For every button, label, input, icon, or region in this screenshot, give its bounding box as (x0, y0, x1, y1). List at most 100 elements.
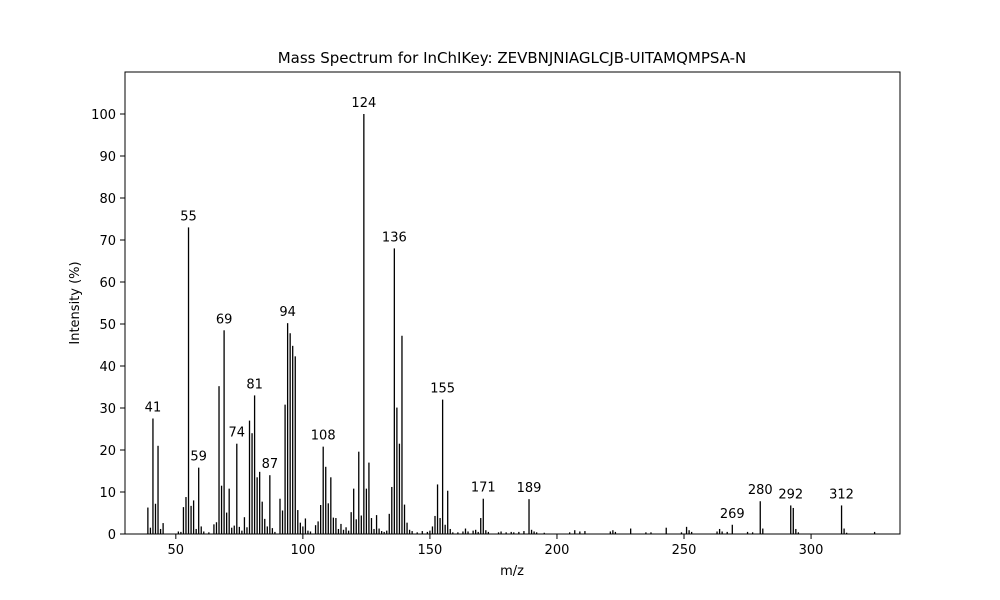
peak-bar-mz-153 (436, 484, 439, 534)
peak-bar-mz-139 (401, 335, 403, 534)
peak-bar-mz-158 (449, 528, 451, 534)
peak-bar-mz-69 (223, 330, 225, 534)
peak-bar-mz-295 (797, 532, 800, 534)
peak-bar-mz-147 (421, 531, 423, 534)
peak-bar-mz-98 (297, 510, 299, 534)
peak-bar-mz-253 (690, 531, 693, 534)
peak-bar-mz-109 (325, 466, 327, 534)
peak-bar-mz-66 (215, 522, 218, 534)
peak-bar-mz-151 (431, 526, 434, 534)
peak-bar-mz-78 (246, 527, 248, 534)
peak-label-87: 87 (262, 457, 279, 472)
peak-bar-mz-74 (236, 443, 238, 534)
peak-bar-mz-39 (147, 507, 149, 534)
y-tick-label: 30 (99, 402, 116, 417)
peak-bar-mz-161 (457, 532, 459, 534)
x-tick-label: 300 (799, 543, 824, 558)
peak-label-81: 81 (246, 377, 263, 392)
peak-bar-mz-312 (840, 505, 843, 534)
x-tick-label: 250 (672, 543, 697, 558)
peak-bar-mz-72 (231, 527, 233, 534)
peak-bar-mz-235 (645, 532, 647, 534)
peak-bar-mz-157 (447, 490, 449, 534)
y-tick-label: 60 (99, 276, 116, 291)
peak-bar-mz-85 (264, 518, 266, 534)
peak-bar-mz-275 (746, 531, 749, 534)
x-axis-ticks: 50 100 150 200 250 300 (168, 534, 824, 558)
peak-bar-mz-86 (266, 526, 268, 534)
peak-bar-mz-97 (294, 356, 296, 534)
peak-bar-mz-177 (497, 532, 500, 534)
peak-bar-mz-99 (299, 522, 301, 534)
chart-title: Mass Spectrum for InChIKey: ZEVBNJNIAGLC… (278, 49, 747, 67)
peak-bar-mz-80 (251, 433, 253, 534)
peak-bar-mz-123 (360, 515, 362, 534)
peak-label-155: 155 (430, 382, 455, 397)
peak-bar-mz-65 (213, 524, 215, 534)
peak-bar-mz-83 (259, 471, 261, 534)
peak-bar-mz-53 (182, 507, 185, 534)
y-tick-label: 20 (99, 444, 116, 459)
y-tick-label: 90 (99, 150, 116, 165)
peak-bar-mz-44 (159, 528, 162, 534)
peak-bars (147, 114, 876, 534)
peak-bar-mz-79 (248, 420, 251, 534)
peak-bar-mz-93 (284, 404, 286, 534)
peak-bar-mz-243 (665, 527, 667, 534)
y-tick-label: 80 (99, 192, 116, 207)
peak-bar-mz-205 (569, 532, 571, 534)
peak-bar-mz-165 (467, 531, 469, 534)
peak-bar-mz-150 (429, 530, 431, 534)
peak-bar-mz-229 (630, 528, 632, 534)
peak-bar-mz-294 (795, 528, 797, 534)
peak-bar-mz-178 (500, 531, 502, 534)
peak-bar-mz-189 (528, 499, 530, 534)
x-tick-label: 50 (168, 543, 185, 558)
peak-bar-mz-221 (609, 531, 611, 534)
peak-bar-mz-170 (480, 518, 482, 534)
peak-bar-mz-145 (416, 532, 418, 534)
peak-bar-mz-128 (373, 528, 375, 534)
peak-bar-mz-102 (307, 530, 309, 534)
peak-label-136: 136 (382, 230, 407, 245)
peak-bar-mz-143 (411, 531, 413, 534)
peak-bar-mz-277 (751, 532, 754, 534)
peak-bar-mz-173 (487, 531, 490, 534)
peak-bar-mz-120 (353, 488, 355, 534)
peak-bar-mz-137 (396, 407, 398, 534)
peak-bar-mz-60 (200, 526, 202, 534)
peak-bar-mz-101 (304, 518, 307, 534)
peak-bar-mz-222 (612, 530, 614, 534)
peak-bar-mz-167 (472, 530, 474, 534)
peak-bar-mz-87 (269, 475, 271, 534)
peak-bar-mz-124 (363, 114, 365, 534)
peak-bar-mz-108 (322, 446, 324, 534)
y-tick-label: 10 (99, 486, 116, 501)
peak-bar-mz-82 (256, 477, 258, 534)
peak-bar-mz-141 (406, 522, 408, 534)
peak-bar-mz-192 (535, 532, 538, 534)
peak-bar-mz-121 (355, 519, 357, 534)
peak-bar-mz-114 (337, 528, 340, 534)
peak-bar-mz-138 (398, 443, 401, 534)
y-tick-label: 0 (108, 528, 116, 543)
peak-label-312: 312 (829, 487, 854, 502)
peak-label-59: 59 (190, 450, 207, 465)
peak-bar-mz-280 (759, 501, 761, 534)
peak-label-292: 292 (778, 487, 803, 502)
plot-frame (124, 71, 901, 535)
peak-label-280: 280 (748, 483, 773, 498)
peak-bar-mz-249 (680, 532, 683, 534)
peak-bar-mz-155 (441, 399, 444, 534)
peak-bar-mz-42 (154, 503, 157, 534)
peak-bar-mz-293 (792, 507, 794, 534)
peak-bar-mz-169 (477, 531, 479, 534)
peak-bar-mz-40 (149, 527, 152, 534)
peak-bar-mz-251 (685, 526, 688, 534)
peak-bar-mz-159 (452, 532, 454, 534)
peak-bar-mz-292 (790, 505, 792, 534)
peak-bar-mz-211 (584, 531, 586, 534)
peak-bar-mz-252 (688, 530, 690, 534)
